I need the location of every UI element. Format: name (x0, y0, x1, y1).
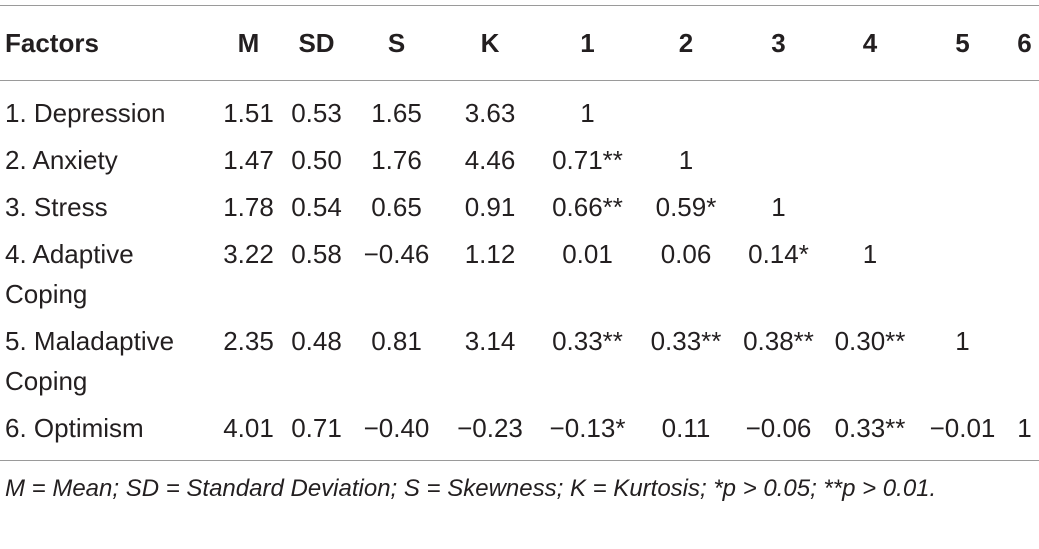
column-header: K (480, 27, 500, 58)
cell: 0.71 (291, 413, 342, 443)
cell: 1 (678, 145, 694, 175)
column-header: Factors (5, 27, 99, 58)
cell: 0.14* (748, 239, 809, 269)
cell: −0.46 (363, 239, 430, 269)
empty-cell (1010, 184, 1039, 231)
empty-cell (732, 81, 825, 138)
empty-cell (915, 231, 1010, 318)
cell: 1 (955, 326, 970, 356)
column-header: 1 (580, 27, 595, 58)
table-row: 6. Optimism 4.01 0.71 −0.40 −0.23 −0.13* 0.11 −… (0, 405, 1039, 461)
cell: 1.76 (371, 145, 422, 175)
cell: 0.33** (650, 326, 722, 356)
cell: 0.50 (291, 145, 342, 175)
empty-cell (1010, 318, 1039, 405)
cell: 0.53 (291, 98, 342, 128)
empty-cell (915, 137, 1010, 184)
cell: 4.46 (464, 145, 516, 175)
empty-cell (825, 184, 915, 231)
cell: 0.48 (291, 326, 342, 356)
column-header: M (237, 27, 260, 58)
cell: 0.91 (464, 192, 516, 222)
empty-cell (1010, 231, 1039, 318)
column-header: 2 (678, 27, 694, 58)
empty-cell (825, 137, 915, 184)
header-row: Factors M SD S K 1 2 3 4 5 6 (0, 5, 1039, 81)
empty-cell (915, 184, 1010, 231)
row-label: 1. Depression (5, 98, 166, 128)
cell: 0.71** (552, 145, 623, 175)
cell: −0.40 (363, 413, 430, 443)
cell: −0.13* (549, 413, 626, 443)
cell: 0.11 (661, 413, 711, 443)
empty-cell (1010, 81, 1039, 138)
column-header: S (387, 27, 406, 58)
footnote: M = Mean; SD = Standard Deviation; S = S… (5, 475, 937, 502)
empty-cell (1010, 137, 1039, 184)
cell: −0.23 (457, 413, 523, 443)
row-label: 5. Maladaptive Coping (5, 326, 175, 396)
cell: 1 (580, 98, 595, 128)
correlation-table: Factors M SD S K 1 2 3 4 5 6 1. Depression 1.51 0.53… (0, 5, 1039, 461)
cell: 1.65 (371, 98, 422, 128)
empty-cell (640, 81, 732, 138)
column-header: 4 (862, 27, 878, 58)
empty-cell (915, 81, 1010, 138)
cell: 4.01 (223, 413, 274, 443)
table-row: 3. Stress 1.78 0.54 0.65 0.91 0.66** 0.59* 1 (0, 184, 1039, 231)
cell: 1.78 (223, 192, 274, 222)
cell: 0.38** (743, 326, 814, 356)
row-label: 4. Adaptive Coping (5, 239, 134, 309)
cell: −0.06 (745, 413, 812, 443)
cell: 0.58 (291, 239, 342, 269)
cell: 3.22 (223, 239, 274, 269)
row-label: 3. Stress (5, 192, 108, 222)
cell: 0.06 (660, 239, 712, 269)
cell: 1 (862, 239, 878, 269)
cell: 0.33** (834, 413, 906, 443)
cell: 3.63 (464, 98, 516, 128)
column-header: SD (298, 27, 335, 58)
cell: −0.01 (929, 413, 996, 443)
row-label: 2. Anxiety (5, 145, 118, 175)
table-row: 2. Anxiety 1.47 0.50 1.76 4.46 0.71** 1 (0, 137, 1039, 184)
column-header: 5 (955, 27, 970, 58)
cell: 0.65 (371, 192, 422, 222)
cell: 0.59* (655, 192, 717, 222)
cell: 0.54 (291, 192, 342, 222)
cell: 0.30** (834, 326, 906, 356)
cell: 0.81 (371, 326, 422, 356)
cell: 1.51 (223, 98, 274, 128)
row-label: 6. Optimism (5, 413, 144, 443)
cell: 0.01 (562, 239, 613, 269)
cell: 2.35 (223, 326, 274, 356)
table-body: 1. Depression 1.51 0.53 1.65 3.63 1 2. Anxiety… (0, 81, 1039, 461)
cell: 1 (771, 192, 786, 222)
table-row: 1. Depression 1.51 0.53 1.65 3.63 1 (0, 81, 1039, 138)
table-row: 4. Adaptive Coping 3.22 0.58 −0.46 1.12 0.01 0… (0, 231, 1039, 318)
cell: 3.14 (464, 326, 516, 356)
cell: 1 (1017, 413, 1032, 443)
cell: 0.33** (552, 326, 623, 356)
cell: 1.12 (464, 239, 516, 269)
empty-cell (825, 81, 915, 138)
empty-cell (732, 137, 825, 184)
cell: 0.66** (552, 192, 623, 222)
column-header: 3 (771, 27, 786, 58)
table-row: 5. Maladaptive Coping 2.35 0.48 0.81 3.14 0.3… (0, 318, 1039, 405)
column-header: 6 (1017, 27, 1032, 58)
cell: 1.47 (223, 145, 274, 175)
